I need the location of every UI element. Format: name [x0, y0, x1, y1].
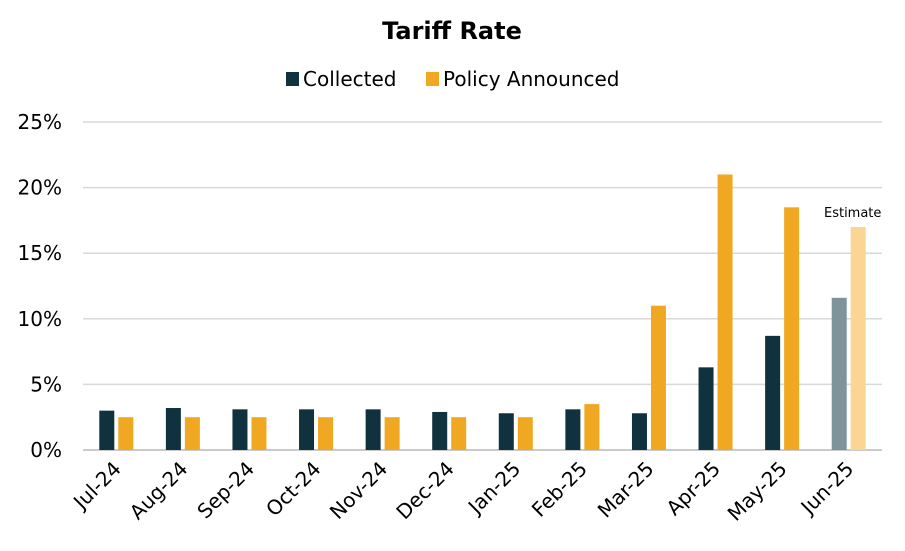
bar-collected-may-25	[765, 335, 781, 450]
x-tick-label-jun-25: Jun-25	[795, 457, 859, 521]
x-tick-label-feb-25: Feb-25	[527, 457, 592, 522]
bar-collected-jul-24	[99, 410, 115, 450]
estimate-annotation: Estimate	[824, 206, 881, 221]
bar-policy-announced-jun-25	[850, 226, 866, 450]
x-tick-label-sep-24: Sep-24	[192, 457, 259, 524]
y-tick-label-5: 5%	[30, 372, 62, 396]
bar-collected-mar-25	[631, 413, 647, 450]
bar-policy-announced-sep-24	[251, 417, 267, 450]
y-axis-ticks: 0% 5% 10% 15% 20% 25%	[18, 110, 62, 462]
bar-collected-jun-25	[831, 297, 847, 450]
y-tick-label-20: 20%	[18, 176, 62, 200]
bar-policy-announced-feb-25	[584, 404, 600, 450]
bar-collected-apr-25	[698, 367, 714, 450]
bar-collected-dec-24	[432, 411, 448, 450]
bar-collected-aug-24	[165, 408, 181, 450]
x-tick-label-nov-24: Nov-24	[325, 457, 392, 524]
bar-collected-oct-24	[299, 409, 315, 450]
y-tick-label-15: 15%	[18, 241, 62, 265]
bar-policy-announced-jan-25	[517, 417, 533, 450]
bar-policy-announced-oct-24	[318, 417, 334, 450]
x-tick-label-jul-24: Jul-24	[67, 457, 126, 516]
legend-swatch-policy-announced	[426, 72, 439, 86]
y-tick-label-10: 10%	[18, 307, 62, 331]
x-tick-label-may-25: May-25	[723, 457, 792, 526]
legend-label-collected: Collected	[303, 67, 396, 91]
bar-policy-announced-dec-24	[451, 417, 467, 450]
bar-collected-feb-25	[565, 409, 581, 450]
annotations: Estimate	[824, 206, 881, 221]
gridlines	[83, 121, 882, 451]
bars	[99, 174, 866, 451]
legend-label-policy-announced: Policy Announced	[443, 67, 620, 91]
x-tick-label-jan-25: Jan-25	[462, 457, 525, 520]
x-tick-label-dec-24: Dec-24	[391, 457, 458, 524]
y-tick-label-25: 25%	[18, 110, 62, 134]
x-tick-label-aug-24: Aug-24	[125, 457, 193, 525]
bar-policy-announced-mar-25	[650, 305, 666, 450]
legend: Collected Policy Announced	[286, 67, 620, 91]
bar-policy-announced-may-25	[784, 207, 800, 450]
bar-policy-announced-apr-25	[717, 174, 733, 451]
bar-collected-nov-24	[365, 409, 381, 450]
bar-policy-announced-jul-24	[118, 417, 134, 450]
bar-policy-announced-nov-24	[384, 417, 400, 450]
bar-collected-sep-24	[232, 409, 248, 450]
x-tick-label-apr-25: Apr-25	[661, 457, 725, 521]
y-tick-label-0: 0%	[30, 438, 62, 462]
x-tick-label-oct-24: Oct-24	[261, 457, 326, 522]
x-tick-label-mar-25: Mar-25	[593, 457, 659, 523]
bar-policy-announced-aug-24	[184, 417, 200, 450]
legend-swatch-collected	[286, 72, 299, 86]
bar-collected-jan-25	[498, 413, 514, 450]
chart-title: Tariff Rate	[382, 17, 522, 45]
